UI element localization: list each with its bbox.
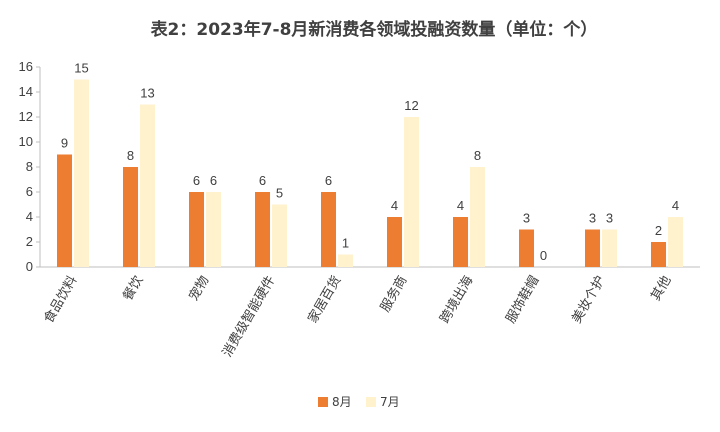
data-label: 4 (391, 198, 398, 213)
bar-jul (338, 254, 353, 267)
data-label: 6 (259, 173, 266, 188)
x-tick-label: 美妆个护 (569, 274, 608, 327)
x-tick-label: 家居百货 (305, 273, 345, 326)
bar-jul (668, 217, 683, 267)
bar-aug (123, 167, 138, 267)
axes: 0246810121416食品饮料 餐饮 宠物 消费级智能硬件 家居百货 服务商 跨境出海服… (19, 59, 700, 360)
x-tick-label: 食品饮料 (41, 273, 81, 326)
bar-aug (189, 192, 204, 267)
bar-aug (57, 154, 72, 267)
data-label: 4 (672, 198, 679, 213)
bar-aug (321, 192, 336, 267)
data-label: 15 (74, 61, 88, 76)
y-tick-label: 10 (19, 134, 33, 149)
bar-jul (206, 192, 221, 267)
bar-aug (519, 229, 534, 267)
bars (57, 79, 683, 267)
y-tick-label: 14 (19, 84, 33, 99)
data-label: 0 (540, 248, 547, 263)
bar-aug (387, 217, 402, 267)
y-tick-label: 16 (19, 59, 33, 74)
data-label: 13 (140, 86, 154, 101)
data-label: 12 (404, 98, 418, 113)
bar-aug (453, 217, 468, 267)
legend-swatch (318, 397, 328, 407)
x-tick-label: 跨境出海 (437, 274, 476, 327)
legend-label: 7月 (380, 395, 400, 409)
x-tick-label: 服务商 (377, 273, 410, 315)
legend: 8月 7月 (318, 395, 400, 409)
data-label: 8 (474, 148, 481, 163)
bar-jul (140, 104, 155, 267)
data-label: 6 (193, 173, 200, 188)
data-label: 3 (606, 211, 613, 226)
bar-aug (651, 242, 666, 267)
bar-jul (470, 167, 485, 267)
data-label: 6 (210, 173, 217, 188)
data-label: 6 (325, 173, 332, 188)
legend-swatch (366, 397, 376, 407)
data-label: 8 (127, 148, 134, 163)
bar-jul (404, 117, 419, 267)
data-label: 4 (457, 198, 464, 213)
y-tick-label: 4 (26, 209, 33, 224)
x-tick-label: 消费级智能硬件 (220, 274, 278, 360)
x-tick-label: 服饰鞋帽 (503, 273, 543, 326)
bar-aug (255, 192, 270, 267)
bar-jul (74, 79, 89, 267)
data-label: 3 (523, 211, 530, 226)
x-tick-label: 其他 (648, 274, 674, 304)
data-label: 9 (61, 136, 68, 151)
bar-jul (272, 204, 287, 267)
data-label: 3 (589, 211, 596, 226)
x-tick-label: 宠物 (186, 273, 213, 304)
y-tick-label: 2 (26, 234, 33, 249)
chart-title: 表2：2023年7-8月新消费各领域投融资数量（单位：个） (151, 19, 598, 40)
bar-jul (602, 229, 617, 267)
y-tick-label: 8 (26, 159, 33, 174)
legend-label: 8月 (332, 395, 352, 409)
x-tick-label: 餐饮 (120, 273, 147, 304)
bar-aug (585, 229, 600, 267)
data-label: 5 (276, 186, 283, 201)
y-tick-label: 6 (26, 184, 33, 199)
y-tick-label: 0 (26, 259, 33, 274)
y-tick-label: 12 (19, 109, 33, 124)
data-label: 2 (655, 223, 662, 238)
data-label: 1 (342, 236, 349, 251)
